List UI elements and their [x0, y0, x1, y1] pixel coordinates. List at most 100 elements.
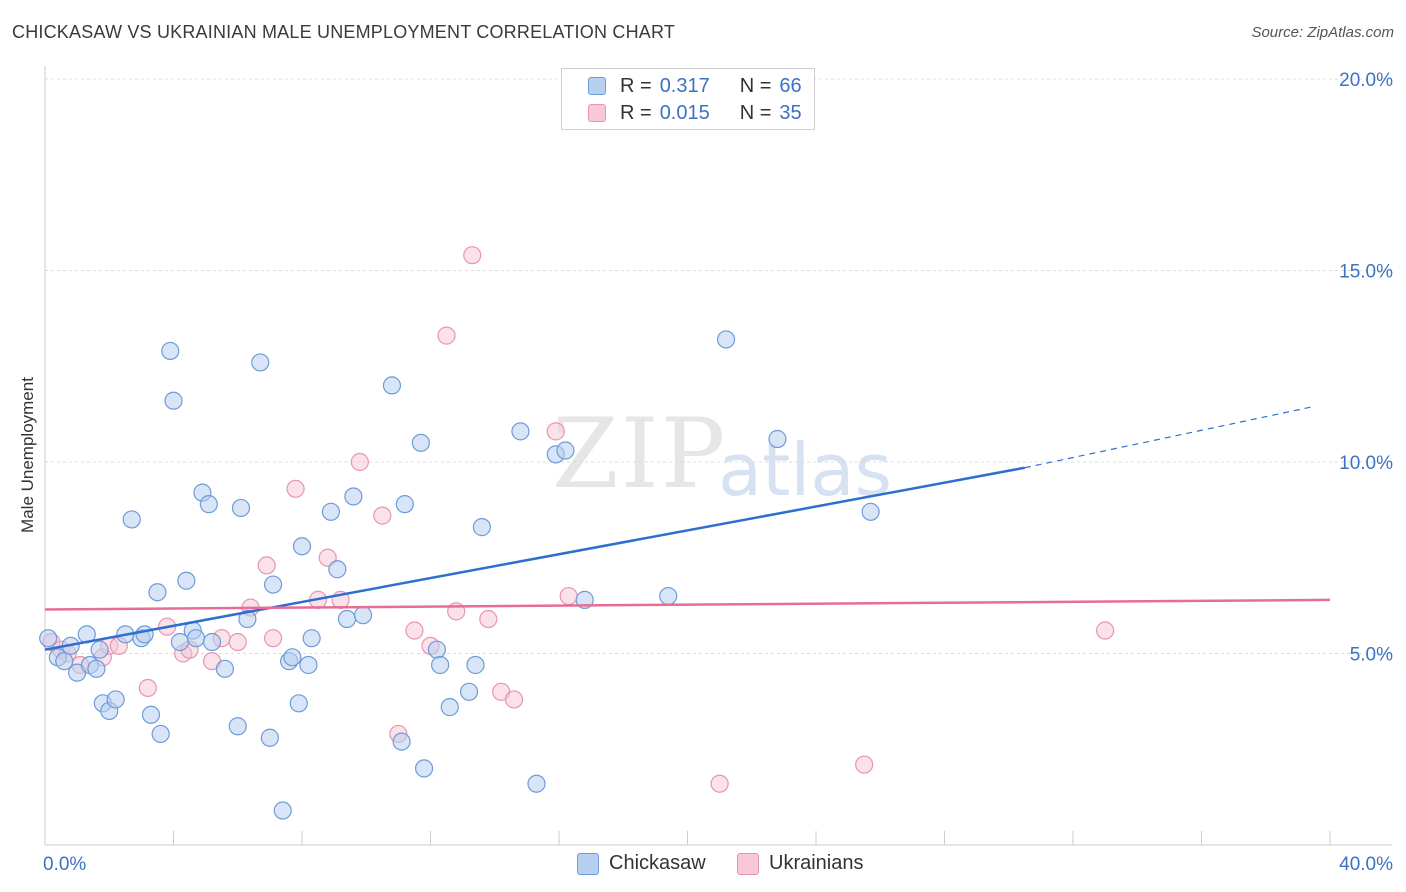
ukrainian-point [463, 246, 482, 265]
source-label: Source: ZipAtlas.com [1251, 24, 1394, 41]
chickasaw-point [289, 694, 308, 713]
chickasaw-point [431, 655, 450, 675]
ukrainian-point [710, 774, 729, 793]
chickasaw-point [575, 590, 594, 609]
chickasaw-trendline-extension [1024, 405, 1315, 469]
chickasaw-point [90, 640, 109, 659]
legend-r-value: 0.317 [659, 74, 710, 97]
ukrainian-point [286, 479, 305, 498]
chickasaw-point [414, 759, 434, 778]
chickasaw-point [472, 518, 491, 537]
legend-n-value: 66 [779, 74, 802, 97]
chickasaw-point [337, 609, 357, 629]
chickasaw-trendline [44, 466, 1026, 651]
legend-row-chickasaw: R = 0.317 N = 66 [588, 73, 802, 99]
chickasaw-point [164, 391, 183, 410]
ukrainian-trendline [44, 598, 1331, 611]
ukrainian-point [138, 678, 157, 698]
chickasaw-point [659, 586, 678, 606]
chickasaw-point [55, 652, 74, 671]
chickasaw-point [292, 537, 312, 556]
legend-n-value: 35 [779, 101, 802, 124]
bottom-legend-label: Ukrainians [769, 852, 864, 874]
chickasaw-point [177, 571, 196, 590]
legend-r-label: R = [620, 101, 652, 124]
chickasaw-point [39, 629, 58, 648]
bottom-legend-chickasaw: Chickasaw [577, 852, 706, 875]
legend-r-value: 0.015 [659, 101, 710, 124]
chickasaw-point [466, 655, 485, 675]
chickasaw-point [459, 682, 479, 701]
chickasaw-point [299, 655, 318, 675]
chickasaw-point [231, 498, 251, 518]
chickasaw-point [861, 502, 880, 521]
chickasaw-point [353, 606, 373, 625]
bottom-legend-label: Chickasaw [609, 852, 706, 874]
chickasaw-point [251, 353, 270, 372]
chickasaw-point [395, 495, 414, 514]
ukrainian-swatch [588, 104, 606, 122]
chickasaw-point [328, 560, 347, 579]
chart-title: CHICKASAW VS UKRAINIAN MALE UNEMPLOYMENT… [12, 22, 676, 42]
ukrainian-point [228, 632, 247, 652]
chickasaw-point [228, 717, 247, 736]
x-tick-label: 40.0% [1339, 854, 1393, 875]
ukrainian-point [855, 755, 874, 774]
legend-n-label: N = [739, 74, 772, 97]
chickasaw-point [106, 690, 125, 709]
ukrainian-point [546, 422, 565, 441]
chickasaw-point [135, 625, 154, 644]
ukrainian-point [479, 609, 498, 629]
correlation-legend: R = 0.317 N = 66 R = 0.015 N = 35 [561, 68, 815, 130]
chickasaw-point [283, 648, 302, 667]
x-tick-label: 0.0% [43, 854, 86, 875]
chickasaw-point [141, 705, 161, 724]
legend-r-label: R = [620, 74, 652, 97]
chickasaw-point [768, 429, 787, 449]
y-tick-label: 15.0% [1339, 262, 1393, 283]
chickasaw-point [87, 659, 106, 678]
y-tick-label: 20.0% [1339, 70, 1393, 91]
ukrainian-point [437, 326, 456, 345]
ukrainian-point [559, 586, 578, 606]
legend-row-ukrainians: R = 0.015 N = 35 [588, 100, 802, 126]
chickasaw-point [122, 510, 141, 529]
chickasaw-swatch [588, 77, 606, 95]
ukrainian-swatch [737, 852, 759, 875]
chickasaw-point [186, 629, 206, 648]
ukrainian-point [373, 506, 392, 525]
chickasaw-point [161, 341, 180, 361]
chickasaw-point [427, 640, 447, 659]
y-tick-label: 5.0% [1350, 645, 1393, 666]
chickasaw-point [321, 502, 341, 521]
chickasaw-point [260, 728, 279, 747]
chickasaw-point [440, 698, 459, 717]
chickasaw-point [238, 609, 257, 629]
watermark-zip: ZIP [552, 398, 728, 510]
ukrainian-point [350, 452, 369, 472]
ukrainian-point [263, 629, 283, 648]
chickasaw-point [556, 441, 575, 460]
ukrainian-point [1096, 621, 1115, 640]
chickasaw-point [716, 330, 736, 349]
ukrainian-point [504, 690, 524, 709]
chickasaw-point [382, 376, 402, 395]
chickasaw-swatch [577, 852, 599, 875]
y-tick-label: 10.0% [1339, 453, 1393, 474]
chickasaw-point [411, 433, 430, 452]
legend-n-label: N = [739, 101, 772, 124]
chickasaw-point [263, 575, 283, 594]
chickasaw-point [273, 801, 292, 820]
chickasaw-point [202, 632, 222, 652]
chickasaw-point [527, 774, 546, 793]
chickasaw-point [344, 487, 363, 506]
chickasaw-point [151, 724, 170, 744]
bottom-legend-ukrainians: Ukrainians [737, 852, 863, 875]
chickasaw-point [215, 659, 234, 678]
chickasaw-point [302, 629, 321, 648]
ukrainian-point [405, 621, 424, 640]
chickasaw-point [199, 495, 218, 514]
ukrainian-point [257, 556, 276, 575]
chickasaw-point [148, 583, 167, 602]
